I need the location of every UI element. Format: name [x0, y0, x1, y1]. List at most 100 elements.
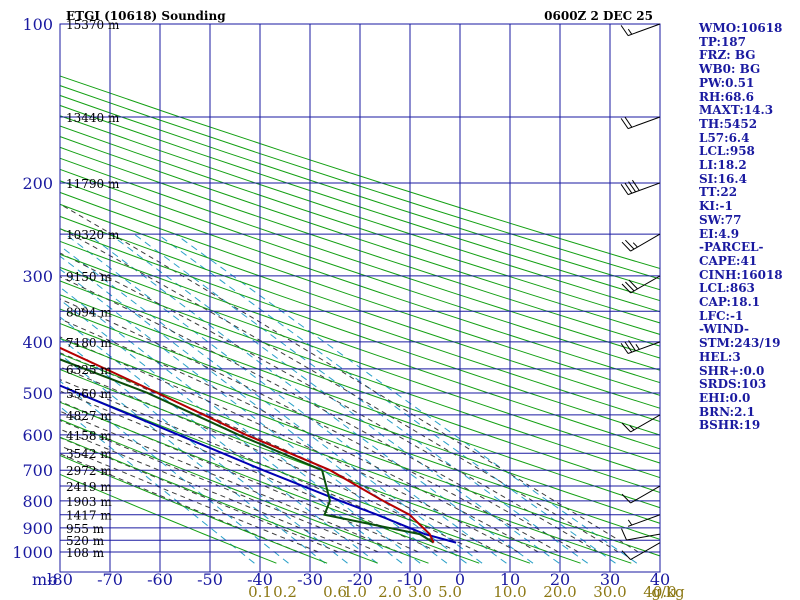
dry-adiabat-line — [60, 337, 660, 557]
chart-timestamp: 0600Z 2 DEC 25 — [544, 9, 653, 23]
index-item: CAP:18.1 — [699, 295, 761, 310]
plot-frame — [59, 23, 661, 573]
index-item: SHR+:0.0 — [699, 363, 765, 378]
dry-adiabat-line — [60, 125, 660, 324]
dry-adiabat-line — [60, 418, 429, 564]
moist-adiabat-line — [60, 410, 399, 553]
dry-adiabat-line — [60, 228, 660, 436]
pressure-tick-label: 500 — [22, 384, 53, 403]
pressure-tick-label: 100 — [22, 15, 53, 34]
index-item: SI:16.4 — [699, 171, 747, 186]
mixing-ratio-label: 3.0 — [408, 583, 432, 600]
temperature-tick-label: -80 — [47, 570, 73, 589]
index-item: MAXT:14.3 — [699, 103, 774, 118]
dry-adiabat-line — [60, 353, 632, 564]
dry-adiabat-line — [60, 104, 660, 302]
pressure-tick-label: 400 — [22, 333, 53, 352]
height-label: 13440 m — [66, 111, 120, 125]
temperature-tick-label: -50 — [197, 570, 223, 589]
moist-adiabat-line — [60, 252, 599, 553]
dry-adiabat-line — [60, 180, 660, 384]
temperature-tick-label: 30 — [600, 570, 620, 589]
pressure-tick-label: 1000 — [12, 543, 53, 562]
index-item: LCL:958 — [699, 144, 755, 159]
wind-barb — [621, 275, 661, 294]
dry-adiabat-line — [60, 146, 660, 347]
moist-adiabat-line — [60, 419, 379, 553]
dry-adiabat-line — [60, 280, 660, 494]
mixing-ratio-label: 1.0 — [343, 583, 367, 600]
index-item: -PARCEL- — [699, 240, 764, 255]
moist-adiabat-line — [60, 437, 339, 553]
height-label: 3542 m — [66, 447, 112, 461]
wind-barb — [620, 23, 661, 37]
moist-adiabat-line — [60, 428, 359, 553]
wind-barb — [621, 485, 661, 504]
pressure-tick-label: 700 — [22, 461, 53, 480]
temperature-tick-label: -60 — [147, 570, 173, 589]
dry-adiabat-line — [60, 454, 328, 564]
temperature-tick-label: -70 — [97, 570, 123, 589]
moist-adiabat-line — [60, 400, 419, 553]
index-item: WB0: BG — [699, 62, 761, 77]
height-label: 2972 m — [66, 464, 112, 478]
mixing-ratio-line — [60, 380, 289, 564]
height-label: 955 m — [66, 522, 105, 536]
dry-adiabat-line — [60, 294, 660, 509]
dry-adiabat-line — [60, 436, 378, 564]
index-item: CAPE:41 — [699, 253, 758, 268]
mixing-ratio-label: 20.0 — [543, 583, 576, 600]
index-item: HEL:3 — [699, 349, 741, 364]
index-item: LFC:-1 — [699, 308, 744, 323]
height-label: 4158 m — [66, 429, 112, 443]
mixing-ratio-line — [60, 316, 378, 564]
dry-adiabat-line — [60, 115, 660, 313]
wind-barb — [620, 116, 661, 130]
dry-adiabat-line — [60, 385, 531, 564]
dry-adiabat-line — [60, 157, 660, 359]
mixing-ratio-label: 40.0 — [643, 583, 676, 600]
wind-barb — [620, 340, 661, 354]
index-item: LI:18.2 — [699, 158, 747, 173]
moist-adiabat-line — [60, 445, 319, 553]
dry-adiabat-line — [60, 215, 660, 423]
index-item: WMO:10618 — [699, 21, 783, 35]
mixing-ratio-label: 0.1 — [248, 583, 272, 600]
index-item: RH:68.6 — [699, 89, 754, 104]
height-label: 11790 m — [66, 177, 120, 191]
mixing-ratio-label: 0.2 — [273, 583, 297, 600]
index-item: TP:187 — [699, 34, 747, 49]
height-label: 6325 m — [66, 363, 112, 377]
index-item: LCL:863 — [699, 281, 755, 296]
temperature-tick-label: 0 — [455, 570, 465, 589]
temperature-tick-label: 40 — [650, 570, 670, 589]
index-item: EHI:0.0 — [699, 390, 751, 405]
height-label: 4827 m — [66, 409, 112, 423]
height-label: 9150 m — [66, 270, 112, 284]
index-item: TH:5452 — [699, 116, 758, 131]
parcel-trace — [60, 384, 457, 544]
wind-barb — [621, 233, 661, 252]
temperature-tick-label: -30 — [297, 570, 323, 589]
chart-title: ETGI (10618) Sounding — [66, 9, 226, 23]
dry-adiabat-line — [60, 266, 660, 479]
dry-adiabat-line — [60, 308, 660, 524]
mixing-ratio-label: 30.0 — [593, 583, 626, 600]
mixing-ratio-line — [60, 406, 255, 564]
wind-barb — [621, 528, 661, 541]
height-label: 1903 m — [66, 495, 112, 509]
dry-adiabat-line — [60, 85, 660, 280]
pressure-tick-label: 900 — [22, 519, 53, 538]
height-label: 2419 m — [66, 480, 112, 494]
mixing-ratio-line — [109, 233, 560, 564]
dry-adiabat-line — [60, 94, 660, 291]
wind-barb — [621, 414, 661, 433]
wind-barb — [620, 179, 661, 196]
index-item: L57:6.4 — [699, 130, 750, 145]
temperature-tick-label: 10 — [500, 570, 520, 589]
height-label: 10320 m — [66, 228, 120, 242]
pressure-tick-label: 600 — [22, 426, 53, 445]
dry-adiabat-line — [60, 75, 660, 270]
dry-adiabat-line — [60, 253, 660, 464]
temperature-tick-label: -20 — [347, 570, 373, 589]
